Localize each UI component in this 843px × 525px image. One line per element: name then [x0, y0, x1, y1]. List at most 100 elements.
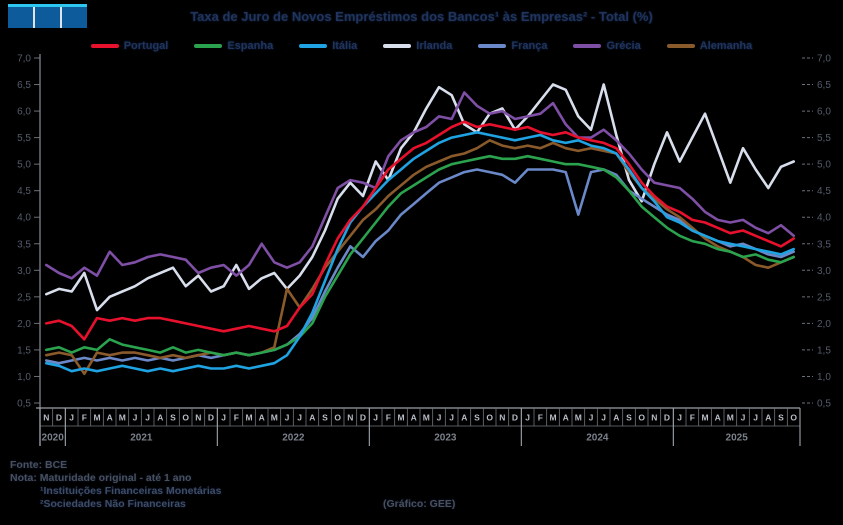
month-label: A	[411, 413, 417, 423]
legend-swatch	[383, 44, 412, 48]
month-label: J	[145, 413, 150, 423]
y-tick-label-right: 1,0	[817, 372, 831, 383]
year-label: 2024	[586, 433, 609, 444]
month-label: J	[133, 413, 138, 423]
logo-square	[8, 7, 33, 28]
month-label: D	[664, 413, 670, 423]
legend-item-espanha: Espanha	[194, 40, 273, 52]
month-label: A	[309, 413, 315, 423]
month-label: D	[56, 413, 62, 423]
month-label: F	[234, 413, 239, 423]
legend-item-grécia: Grécia	[573, 40, 641, 52]
month-label: A	[765, 413, 771, 423]
y-tick-label-left: 5,5	[17, 133, 31, 144]
chart-line-portugal	[44, 120, 796, 341]
chart-line-frança	[44, 168, 796, 365]
month-label: O	[638, 413, 645, 423]
chart-line-irlanda	[44, 83, 796, 312]
month-label: D	[512, 413, 518, 423]
y-tick-label-right: 5,0	[817, 160, 831, 171]
month-label: M	[397, 413, 404, 423]
month-label: D	[360, 413, 366, 423]
month-label: J	[741, 413, 746, 423]
month-label: J	[601, 413, 606, 423]
legend-swatch	[90, 44, 119, 48]
month-label: M	[575, 413, 582, 423]
y-tick-label-left: 3,5	[17, 239, 31, 250]
y-tick-label-left: 6,5	[17, 80, 31, 91]
chart-credit: (Gráfico: GEE)	[383, 498, 456, 510]
month-label: F	[386, 413, 391, 423]
month-label: M	[93, 413, 100, 423]
y-tick-label-left: 4,5	[17, 186, 31, 197]
y-tick-label-right: 4,5	[817, 186, 831, 197]
y-tick-label-right: 0,5	[817, 399, 831, 410]
legend-item-irlanda: Irlanda	[383, 40, 452, 52]
y-tick-label-left: 2,5	[17, 292, 31, 303]
legend-label: Grécia	[606, 40, 641, 52]
y-tick-label-left: 5,0	[17, 160, 31, 171]
month-label: A	[715, 413, 721, 423]
month-label: J	[753, 413, 758, 423]
y-tick-label-left: 3,0	[17, 266, 31, 277]
month-label: N	[651, 413, 657, 423]
month-label: J	[297, 413, 302, 423]
month-label: J	[525, 413, 530, 423]
y-tick-label-right: 3,0	[817, 266, 831, 277]
chart-line-alemanha	[44, 139, 796, 376]
month-label: F	[538, 413, 543, 423]
month-label: N	[43, 413, 49, 423]
month-label: A	[157, 413, 163, 423]
chart-lines	[44, 83, 796, 376]
legend-swatch	[299, 44, 328, 48]
month-label: S	[170, 413, 176, 423]
logo-square	[62, 7, 87, 28]
month-label: J	[449, 413, 454, 423]
maturity-note: Nota: Maturidade original - até 1 ano	[10, 472, 192, 484]
legend-item-alemanha: Alemanha	[666, 40, 753, 52]
x-axis-year-strip: 2020 2021 2022 2023 2024 2025	[39, 408, 801, 446]
legend-swatch	[194, 44, 223, 48]
interest-rate-line-chart: 0,5 0,5 1,0 1,0 1,5 1,5 2,0 2,0 2,5 2,5 3,0 3,0 3,5 3…	[17, 54, 831, 446]
month-label: J	[589, 413, 594, 423]
footnote-2: ²Sociedades Não Financeiras	[40, 498, 186, 510]
month-label: M	[271, 413, 278, 423]
month-label: M	[701, 413, 708, 423]
month-label: J	[221, 413, 226, 423]
footnote-1: ¹Instituições Financeiras Monetárias	[40, 485, 222, 497]
chart-line-grécia	[44, 91, 796, 280]
y-tick-label-left: 6,0	[17, 107, 31, 118]
legend-label: Irlanda	[416, 40, 453, 52]
legend-label: Espanha	[227, 40, 274, 52]
legend-label: Alemanha	[699, 40, 753, 52]
month-label: S	[474, 413, 480, 423]
legend-swatch	[666, 44, 695, 48]
year-label: 2023	[434, 433, 457, 444]
month-label: O	[486, 413, 493, 423]
month-label: J	[373, 413, 378, 423]
month-label: M	[119, 413, 126, 423]
month-label: F	[82, 413, 87, 423]
three-squares-logo	[8, 4, 87, 28]
year-label: 2022	[282, 433, 305, 444]
legend-item-frança: França	[478, 40, 547, 52]
month-label: N	[347, 413, 353, 423]
legend-label: França	[511, 40, 548, 52]
year-label: 2025	[726, 433, 749, 444]
month-label: M	[549, 413, 556, 423]
chart-line-espanha	[44, 154, 796, 357]
month-label: M	[245, 413, 252, 423]
month-label: A	[461, 413, 467, 423]
y-tick-label-right: 1,5	[817, 345, 831, 356]
month-label: A	[613, 413, 619, 423]
month-label: N	[499, 413, 505, 423]
month-label: M	[423, 413, 430, 423]
legend-label: Portugal	[123, 40, 169, 52]
chart-legend: Portugal Espanha Itália Irlanda França Grécia…	[0, 40, 843, 52]
legend-label: Itália	[332, 40, 358, 52]
chart-footnotes: Fonte: BCE Nota: Maturidade original - a…	[10, 459, 221, 511]
legend-item-portugal: Portugal	[90, 40, 169, 52]
y-tick-label-left: 2,0	[17, 319, 31, 330]
month-label: M	[727, 413, 734, 423]
